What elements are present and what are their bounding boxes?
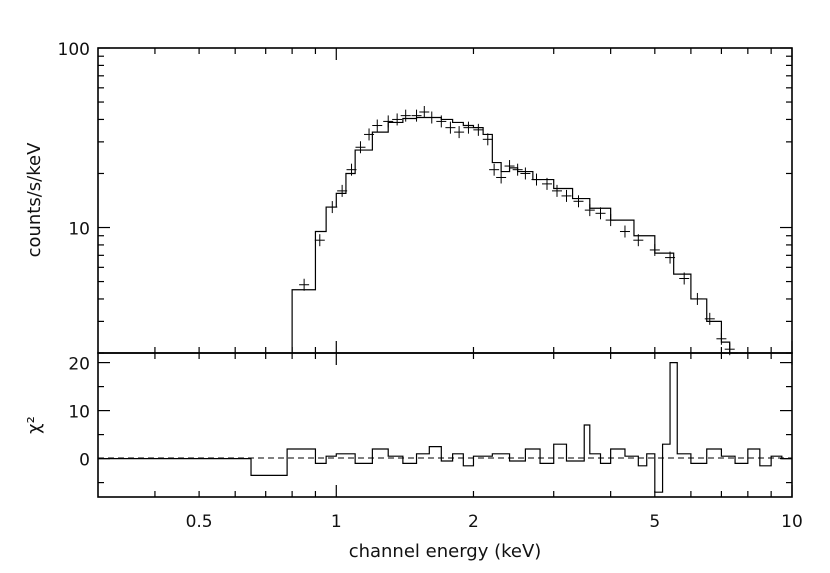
spectrum-y-ticks: 100 10: [58, 40, 792, 354]
spectrum-data-point: [364, 128, 375, 141]
spectrum-data-point: [482, 133, 493, 146]
spectrum-data-point: [426, 111, 437, 124]
spectrum-data-point: [445, 121, 456, 134]
spectrum-data-point: [512, 163, 523, 176]
x-tick-label: 10: [781, 512, 803, 532]
spectrum-data-point: [531, 173, 542, 186]
spectrum-data-point: [372, 119, 383, 132]
spectrum-y-axis-label: counts/s/keV: [24, 142, 45, 258]
spectrum-data-point: [504, 160, 515, 173]
spectrum-data-series: [299, 106, 735, 356]
spectrum-model-line: [291, 116, 738, 354]
residual-y-ticks: 20 10 0: [68, 355, 792, 484]
spectrum-data-point: [692, 292, 703, 305]
spectrum-data-point: [463, 121, 474, 134]
spectrum-data-point: [299, 278, 310, 291]
spectrum-data-point: [679, 272, 690, 285]
spectrum-data-point: [346, 163, 357, 176]
residual-histogram: [98, 362, 792, 493]
spectrum-data-point: [496, 171, 507, 184]
spectrum-data-point: [454, 126, 465, 139]
x-tick-label: 5: [649, 512, 660, 532]
spectrum-data-point: [327, 201, 338, 214]
x-axis-label: channel energy (keV): [349, 541, 542, 562]
spectrum-data-point: [619, 225, 630, 238]
spectrum-data-point: [551, 184, 562, 197]
residual-y-tick-label: 0: [79, 451, 90, 471]
spectrum-data-point: [337, 184, 348, 197]
spectrum-data-point: [520, 167, 531, 180]
residual-x-ticks: 0.5 1 2 5 10: [154, 353, 803, 532]
spectrum-data-point: [314, 234, 325, 247]
residual-panel: 20 10 0 0.5 1 2 5 10 χ²: [24, 352, 803, 532]
spectrum-data-point: [473, 123, 484, 136]
y-tick-label: 10: [68, 220, 90, 240]
spectrum-data-point: [561, 189, 572, 202]
spectrum-data-point: [633, 234, 644, 247]
spectrum-data-point: [411, 109, 422, 122]
spectrum-data-point: [436, 115, 447, 128]
y-tick-label: 100: [58, 40, 90, 60]
residual-plot-frame: [97, 352, 793, 498]
spectrum-plot-frame: [97, 47, 793, 354]
residual-y-tick-label: 10: [68, 403, 90, 423]
spectrum-data-point: [489, 163, 500, 176]
x-tick-label: 0.5: [186, 512, 213, 532]
spectrum-panel: 100 10 counts/s/keV: [24, 40, 793, 356]
spectrum-data-point: [649, 243, 660, 256]
residual-y-tick-label: 20: [68, 355, 90, 375]
spectrum-data-point: [400, 109, 411, 122]
spectrum-data-point: [383, 115, 394, 128]
x-tick-label: 2: [468, 512, 479, 532]
spectrum-data-point: [595, 207, 606, 220]
residual-y-axis-label: χ²: [24, 416, 45, 434]
spectrum-data-point: [704, 312, 715, 325]
spectrum-data-point: [584, 204, 595, 217]
spectrum-x-ticks: [154, 48, 793, 353]
spectrum-data-point: [573, 195, 584, 208]
spectrum-data-point: [392, 113, 403, 126]
spectrum-data-point: [716, 332, 727, 345]
spectrum-data-point: [542, 177, 553, 190]
spectrum-data-point: [605, 214, 616, 227]
spectrum-data-point: [355, 141, 366, 154]
x-tick-label: 1: [331, 512, 342, 532]
spectrum-model-series: [291, 116, 738, 354]
residual-series: [98, 362, 792, 493]
spectrum-data-point: [419, 106, 430, 119]
spectrum-data-point: [665, 251, 676, 264]
